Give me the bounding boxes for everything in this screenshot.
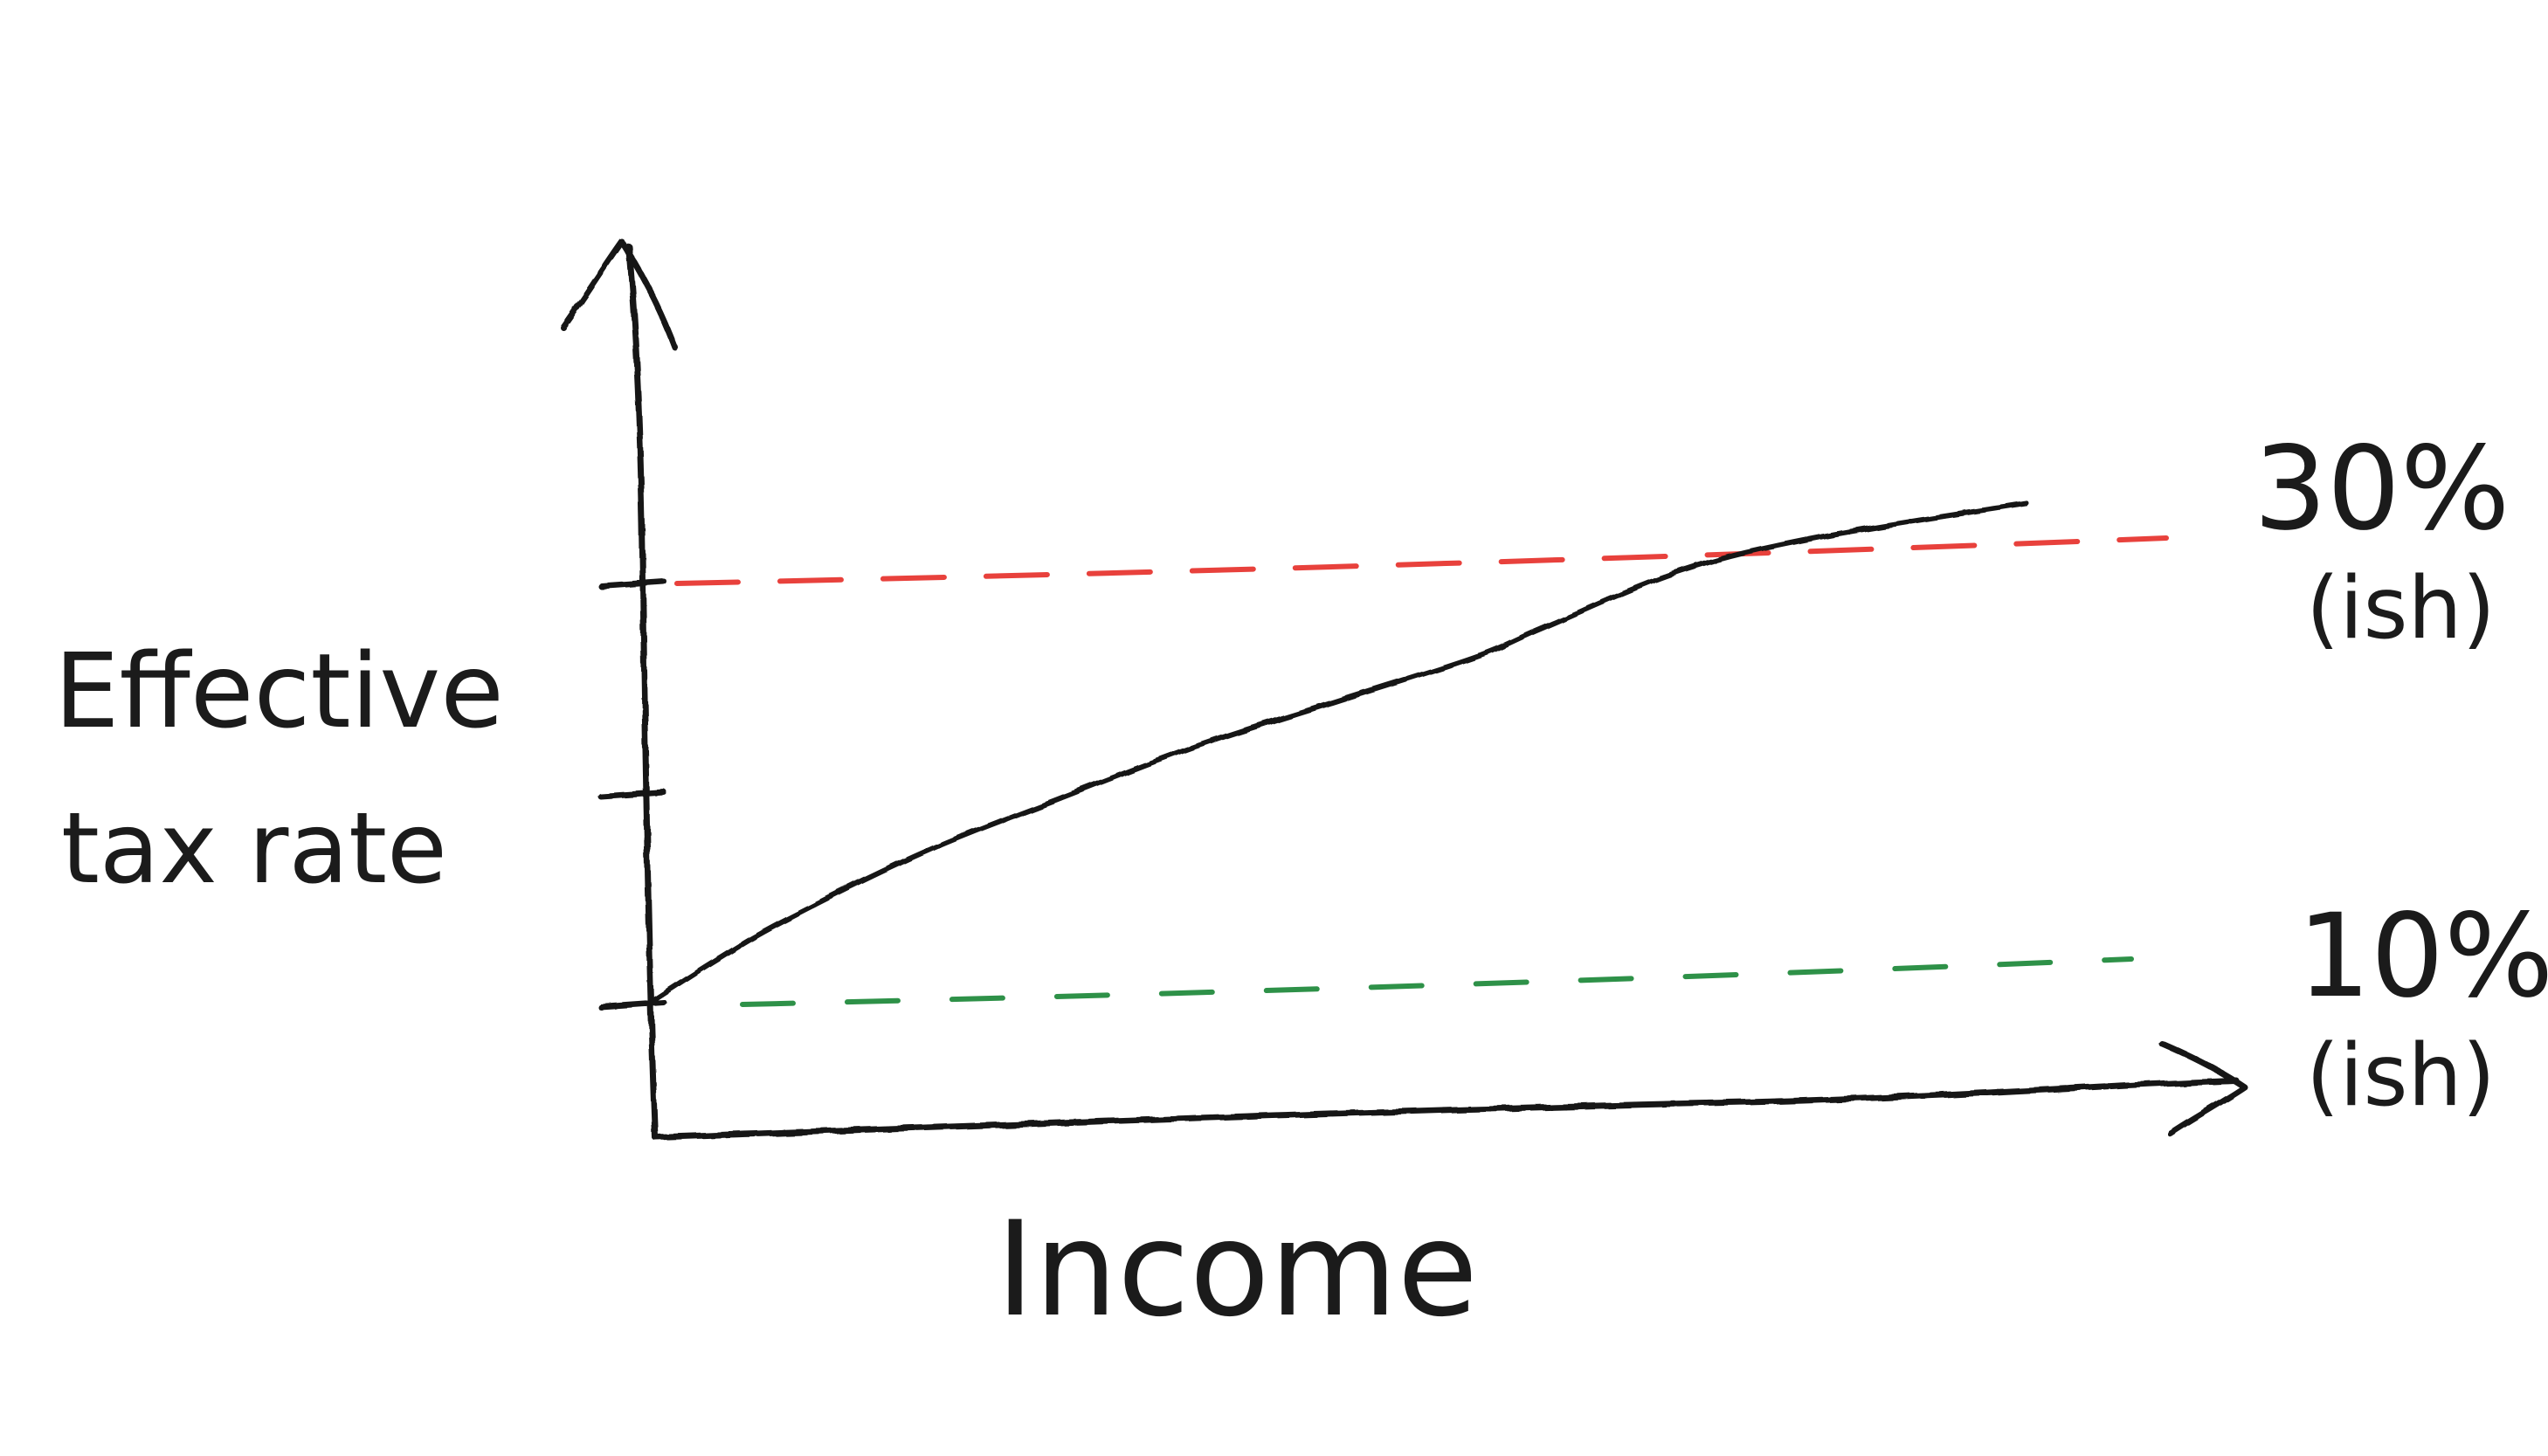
lower-bound-sublabel: (ish)	[2306, 1026, 2496, 1126]
reference-lines	[674, 535, 2169, 1007]
upper-bound-label: 30%	[2254, 422, 2510, 556]
lower-bound-label: 10%	[2297, 889, 2548, 1024]
axes	[560, 238, 2248, 1141]
x-axis-arrow	[2158, 1040, 2248, 1137]
y-tick-30	[597, 578, 667, 590]
upper-reference-line	[674, 535, 2169, 586]
y-axis-line	[625, 243, 659, 1141]
y-axis-label: Effective tax rate	[54, 631, 504, 906]
y-axis-arrow	[560, 238, 679, 351]
y-axis-label-line-1: Effective	[54, 631, 504, 751]
lower-reference-line	[740, 956, 2134, 1007]
reference-labels: 30% (ish) 10% (ish)	[2254, 422, 2548, 1126]
upper-bound-sublabel: (ish)	[2306, 559, 2496, 659]
y-axis-ticks	[597, 578, 667, 1011]
tax-rate-curve	[644, 500, 2029, 1007]
y-tick-20	[597, 789, 667, 800]
y-axis-label-line-2: tax rate	[61, 792, 447, 906]
y-tick-10	[597, 999, 667, 1011]
x-axis-line	[652, 1077, 2240, 1141]
x-axis-label: Income	[996, 1194, 1478, 1346]
